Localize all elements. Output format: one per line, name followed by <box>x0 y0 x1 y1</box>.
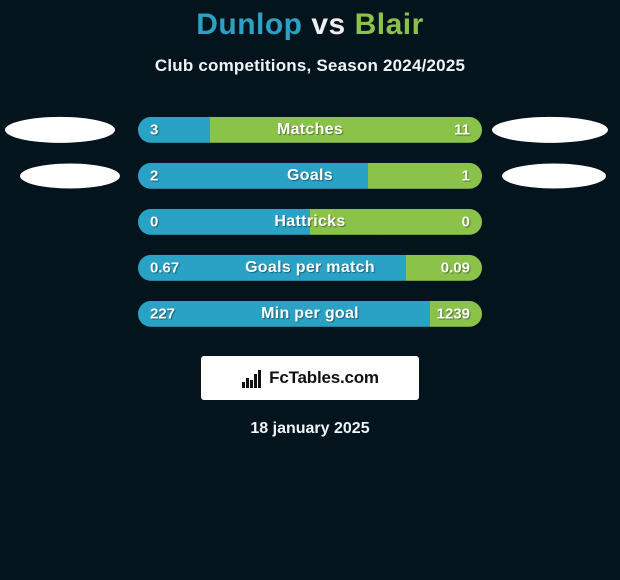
stat-row-gpm: 0.670.09Goals per match <box>0 248 620 294</box>
brand-logo[interactable]: FcTables.com <box>201 356 419 400</box>
stat-bar: 2271239Min per goal <box>138 301 482 327</box>
stat-bar: 21Goals <box>138 163 482 189</box>
title-player2: Blair <box>355 8 424 41</box>
stat-bar: 0.670.09Goals per match <box>138 255 482 281</box>
card-title: Dunlop vs Blair <box>0 0 620 42</box>
player2-badge <box>492 117 608 143</box>
stat-bar: 00Hattricks <box>138 209 482 235</box>
stat-label: Min per goal <box>138 305 482 323</box>
stat-row-mpg: 2271239Min per goal <box>0 294 620 340</box>
stat-rows: 311Matches 21Goals 00Hattricks 0.670.09Goal… <box>0 110 620 340</box>
stat-label: Goals per match <box>138 259 482 277</box>
stat-row-goals: 21Goals <box>0 156 620 202</box>
title-player1: Dunlop <box>196 8 302 41</box>
stat-row-hattricks: 00Hattricks <box>0 202 620 248</box>
stat-bar: 311Matches <box>138 117 482 143</box>
stat-label: Goals <box>138 167 482 185</box>
card-subtitle: Club competitions, Season 2024/2025 <box>0 56 620 76</box>
player1-badge <box>20 164 120 189</box>
player1-badge <box>5 117 115 143</box>
title-vs: vs <box>311 8 345 41</box>
stat-label: Hattricks <box>138 213 482 231</box>
brand-text: FcTables.com <box>269 368 379 388</box>
card-date: 18 january 2025 <box>0 420 620 438</box>
chart-icon <box>241 368 265 388</box>
stat-label: Matches <box>138 121 482 139</box>
player2-badge <box>502 164 606 189</box>
stat-row-matches: 311Matches <box>0 110 620 156</box>
comparison-card: Dunlop vs Blair Club competitions, Seaso… <box>0 0 620 580</box>
